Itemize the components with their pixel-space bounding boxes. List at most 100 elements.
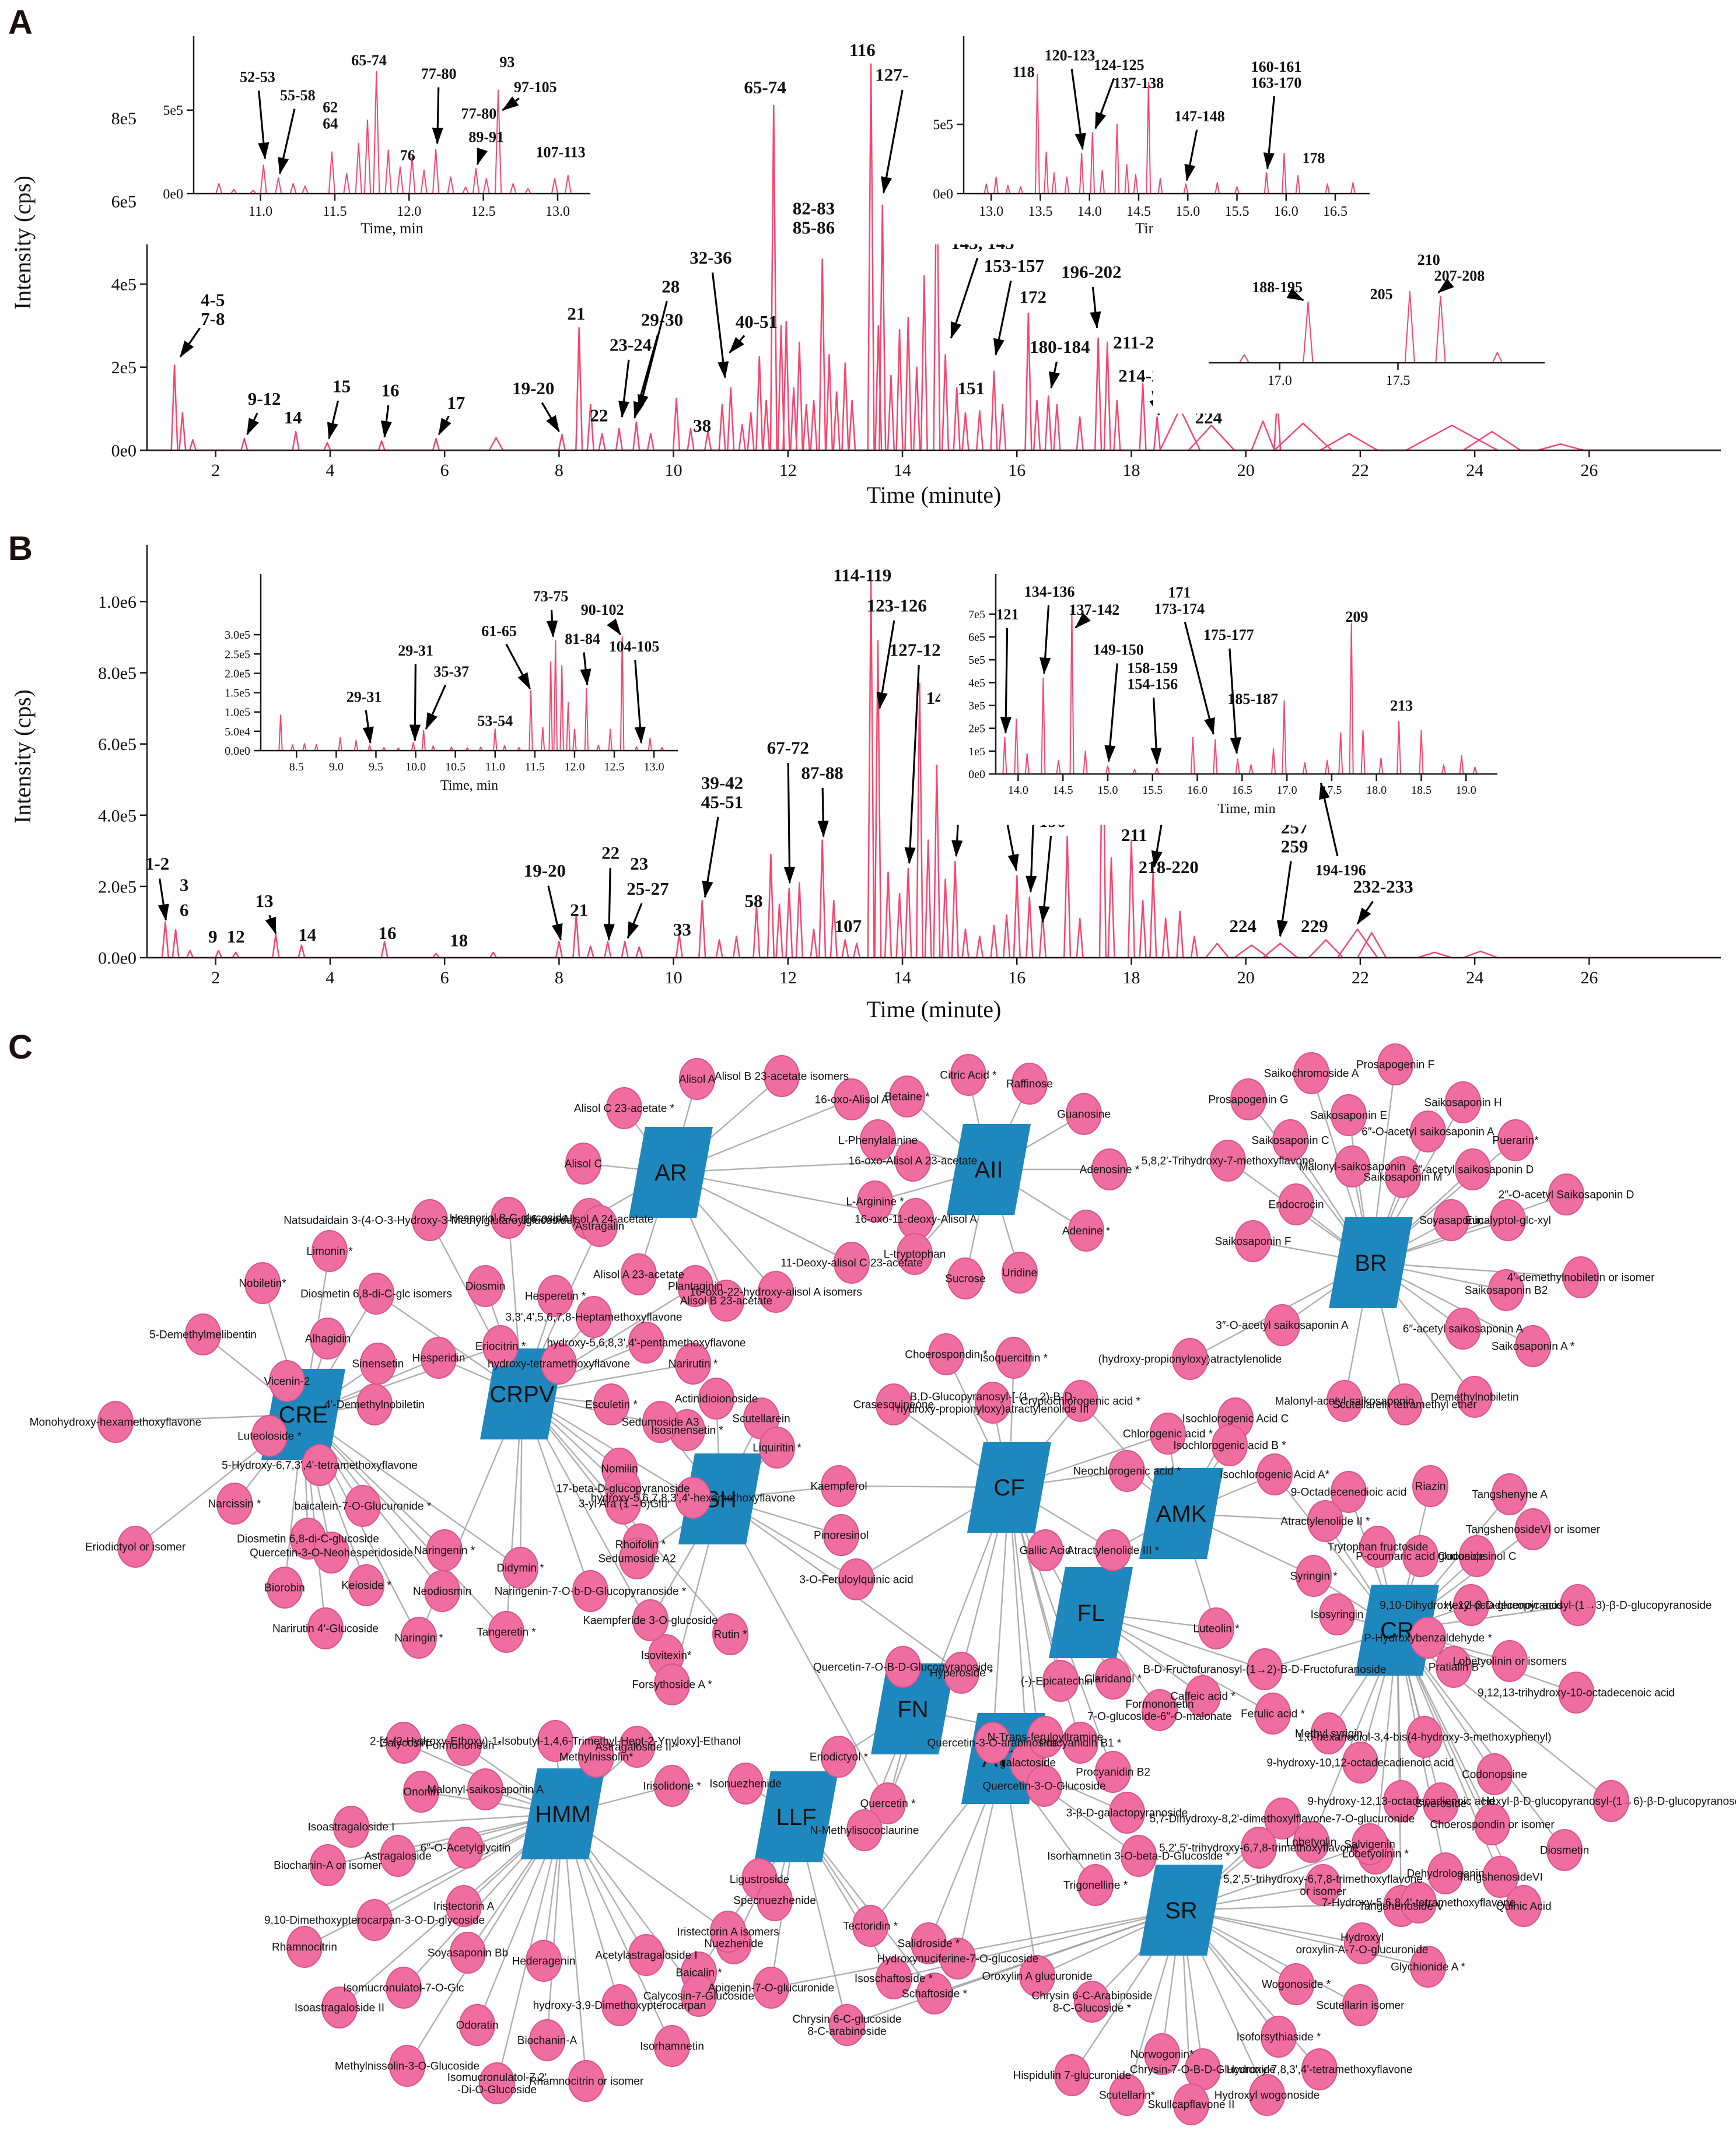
compound-node — [757, 1879, 793, 1921]
hub-label-FN: FN — [897, 1697, 928, 1722]
peak-annotation: 158-159 154-156 — [1127, 660, 1178, 693]
peak-annotation: 185-187 — [1227, 691, 1278, 707]
peak-annotation: 116 — [849, 40, 876, 60]
x-tick-label: 10 — [665, 968, 682, 987]
x-tick-label: 12 — [779, 461, 797, 480]
x-tick-label: 16.5 — [1323, 204, 1348, 219]
peak-annotation: 151 — [958, 378, 985, 398]
compound-label: Isochlorogenic Acid C — [1182, 1413, 1289, 1425]
peak-annotation: 29-31 — [346, 688, 382, 705]
compound-label: Lobetyolin — [1286, 1837, 1337, 1849]
y-tick-label: 0e0 — [111, 442, 136, 461]
network-edge — [1396, 1630, 1402, 1907]
compound-node — [1457, 1376, 1493, 1418]
compound-label: Alisol B 23-acetate isomers — [715, 1071, 849, 1083]
compound-node — [1054, 2054, 1090, 2096]
annotation-arrow — [432, 87, 443, 145]
compound-label: Citric Acid * — [940, 1070, 997, 1082]
compound-label: Hydroxyl oroxylin-A-7-O-glucuronide — [1296, 1932, 1428, 1956]
x-tick-label: 8 — [555, 461, 564, 480]
compound-node — [916, 1973, 953, 2015]
compound-label: Natsudaidain 3-(4-O-3-Hydroxy-3-Methylgl… — [284, 1215, 576, 1227]
compound-node — [1247, 1648, 1283, 1690]
compound-label: Nomilin — [601, 1463, 638, 1476]
y-tick-label: 0.0e0 — [98, 949, 136, 968]
compound-node — [857, 1180, 893, 1222]
annotation-arrow — [158, 878, 169, 922]
compound-node — [876, 1383, 912, 1425]
x-tick-label: 9.5 — [369, 761, 383, 773]
compound-label: Atractylenolide III * — [1067, 1545, 1160, 1557]
compound-label: Diosmetin 6,8-di-C-glucoside — [237, 1533, 379, 1546]
compound-node — [565, 1143, 601, 1185]
compound-label: Eriocitrin * — [475, 1341, 526, 1353]
compound-node — [1264, 1798, 1300, 1840]
peak-annotation: 209 — [1345, 608, 1368, 625]
x-tick-label: 14.0 — [1077, 204, 1102, 219]
compound-label: Esculetin * — [585, 1399, 638, 1411]
compound-node — [1095, 1529, 1131, 1571]
compound-label: Isomucronulatol-7,2' -Di-O-Glucoside — [447, 2072, 547, 2096]
compound-label: Norwogonin* — [1130, 2049, 1194, 2061]
compound-label: Luteoloside * — [237, 1431, 302, 1443]
compound-node — [1095, 1658, 1131, 1700]
peak-annotation: 194-196 — [1315, 862, 1366, 879]
x-tick-label: 11.0 — [249, 204, 272, 219]
compound-node — [446, 1885, 482, 1927]
hub-label-SR: SR — [1165, 1898, 1198, 1924]
peak-annotation: 107 — [835, 916, 862, 936]
compound-node — [582, 1205, 618, 1247]
compound-label: Tectoridin * — [843, 1921, 898, 1933]
peak-annotation: 89-91 — [468, 129, 504, 146]
compound-label: Caffeic acid * — [1170, 1691, 1236, 1703]
compound-node — [619, 1537, 655, 1579]
compound-label: Diosmetin 6,8-di-C-glc isomers — [300, 1288, 452, 1301]
compound-label: Codonopsinol C — [1437, 1551, 1516, 1563]
compound-node — [1360, 1526, 1396, 1568]
compound-label: Calycosin — [380, 1737, 428, 1750]
compound-node — [895, 1140, 931, 1182]
annotation-arrow — [1356, 901, 1374, 925]
compound-node — [628, 1934, 664, 1976]
compound-label: 9,12,13-trihydroxy-10-octadecenoic acid — [1478, 1687, 1675, 1700]
compound-label: Malonyl-saikosaponin A — [427, 1784, 544, 1796]
compound-node — [1331, 1094, 1367, 1136]
compound-node — [834, 1242, 870, 1284]
y-tick-label: 7e5 — [968, 608, 985, 621]
compound-node — [727, 1763, 764, 1805]
compound-label: Isorhamnetin — [640, 2041, 704, 2053]
compound-label: Tangeretin * — [477, 1627, 536, 1639]
peak-annotation: 171 173-174 — [1154, 584, 1205, 618]
compound-label: 17-beta-D-glucopyranoside — [556, 1483, 690, 1495]
peak-annotation: 210 — [1418, 251, 1440, 268]
network-edge — [719, 1498, 889, 1804]
compound-node — [251, 1415, 288, 1457]
peak-annotation: 104-105 — [609, 638, 660, 655]
compound-label: TangshenosideVI or isomer — [1466, 1524, 1601, 1536]
compound-node — [307, 1607, 344, 1649]
peak-annotation: 180-184 — [1030, 337, 1090, 357]
compound-label: Salidroside * — [898, 1938, 960, 1950]
compound-node — [482, 1325, 519, 1367]
compound-node — [1490, 1199, 1526, 1241]
compound-label: Saikosaponin C — [1251, 1135, 1329, 1147]
network-edge — [1370, 1262, 1581, 1278]
compound-node — [1342, 1742, 1378, 1784]
compound-node — [1066, 1093, 1102, 1135]
compound-node — [1296, 1555, 1332, 1597]
hub-node-AMK — [1139, 1468, 1223, 1559]
annotation-arrow — [817, 787, 829, 838]
annotation-arrow — [541, 402, 560, 433]
compound-label: Vicenin-2 — [264, 1376, 310, 1388]
hub-label-LLF: LLF — [776, 1805, 817, 1830]
compound-node — [1488, 1269, 1524, 1311]
compound-label: Hexyl-β-D-glucopyranosyl-(1→6)-β-D-gluco… — [1482, 1796, 1736, 1808]
compound-label: Hydroxyl wogonoside — [1214, 2090, 1320, 2102]
peak-annotation: 224 — [1230, 916, 1257, 936]
compound-label: hydroxy-5,6,7,8,3',4'-hexamethoxyflavone — [591, 1493, 796, 1505]
peak-annotation: 82-83 85-86 — [793, 198, 835, 238]
x-tick-label: 14.5 — [1126, 204, 1151, 219]
compound-node — [1427, 1852, 1464, 1894]
compound-label: Saikochromoside A — [1264, 1068, 1359, 1080]
